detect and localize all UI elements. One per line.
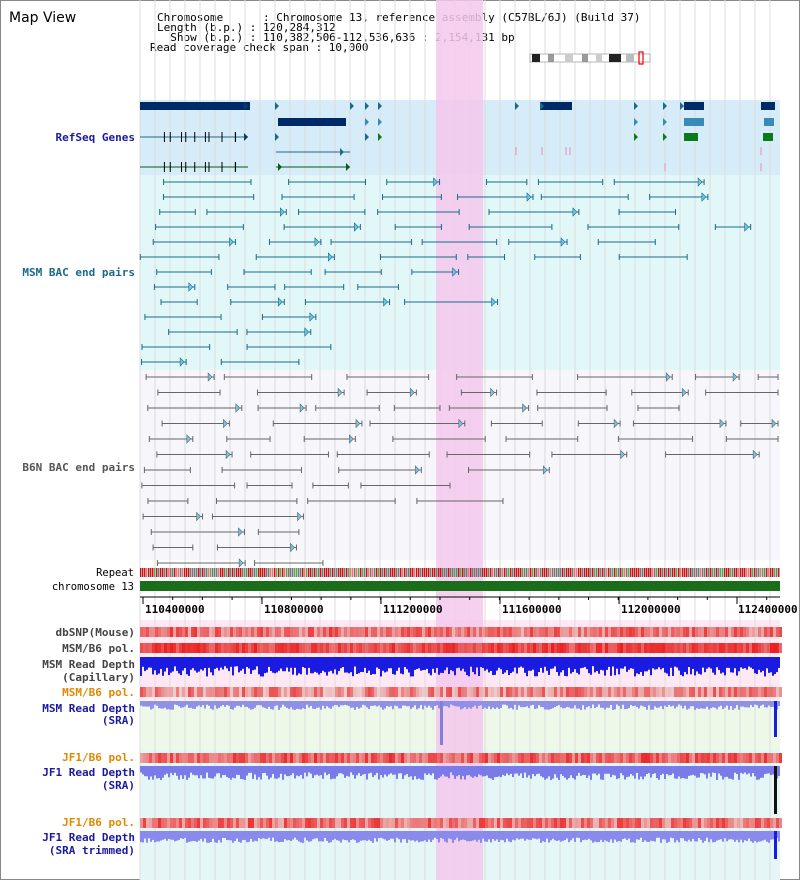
axis-tick-label: 110400000 (145, 603, 205, 616)
track-label-capillary: (Capillary) (62, 671, 135, 684)
track-label-sra-trimmed: (SRA trimmed) (48, 844, 135, 857)
track-label-jf1-read-depth-trimmed[interactable]: JF1 Read Depth (42, 831, 135, 844)
repeat-track[interactable] (140, 568, 780, 577)
vertical-gridlines (139, 0, 771, 880)
track-label-jf1-read-depth[interactable]: JF1 Read Depth (42, 766, 135, 779)
polymorphism-heat-tracks[interactable] (140, 627, 782, 828)
read-depth-tracks[interactable] (140, 657, 780, 859)
track-label-repeat[interactable]: Repeat (96, 567, 134, 579)
track-label-msm-b6-pol-sra[interactable]: MSM/B6 pol. (62, 686, 135, 699)
info-coverage-span: Read coverage check span : 10,000 (150, 41, 369, 54)
b6n-bac-pairs[interactable] (141, 372, 779, 568)
track-label-sra: (SRA) (101, 714, 135, 727)
track-label-msm-read-depth[interactable]: MSM Read Depth (42, 658, 135, 671)
axis-tick-label: 111200000 (383, 603, 443, 616)
track-label-jf1-b6-pol-2[interactable]: JF1/B6 pol. (62, 816, 135, 829)
track-label-b6n-bac[interactable]: B6N BAC end pairs (22, 461, 135, 474)
axis-tick-label: 112400000 (738, 603, 798, 616)
chromosome-ideogram[interactable] (529, 51, 651, 65)
chromosome-bar[interactable] (140, 581, 780, 591)
highlight-region[interactable] (436, 0, 483, 880)
page-title: Map View (9, 10, 77, 26)
track-label-msm-bac[interactable]: MSM BAC end pairs (22, 266, 135, 279)
msm-bac-pairs[interactable] (139, 177, 752, 367)
track-label-chromosome[interactable]: chromosome 13 (51, 581, 134, 593)
track-label-dbsnp[interactable]: dbSNP(Mouse) (55, 626, 135, 639)
track-label-msm-read-depth-sra[interactable]: MSM Read Depth (42, 702, 135, 715)
position-axis (140, 596, 780, 604)
axis-tick-label: 110800000 (264, 603, 324, 616)
axis-tick-label: 111600000 (502, 603, 562, 616)
refseq-genes[interactable] (140, 102, 775, 168)
track-label-sra: (SRA) (101, 779, 135, 792)
track-label-msm-b6-pol[interactable]: MSM/B6 pol. (62, 642, 135, 655)
track-label-jf1-b6-pol[interactable]: JF1/B6 pol. (62, 751, 135, 764)
track-label-refseq[interactable]: RefSeq Genes (55, 131, 135, 144)
axis-tick-label: 112000000 (621, 603, 681, 616)
refseq-gene-markers (163, 102, 762, 172)
info-length: Length (b.p.) : 120,284,312 (157, 21, 336, 34)
